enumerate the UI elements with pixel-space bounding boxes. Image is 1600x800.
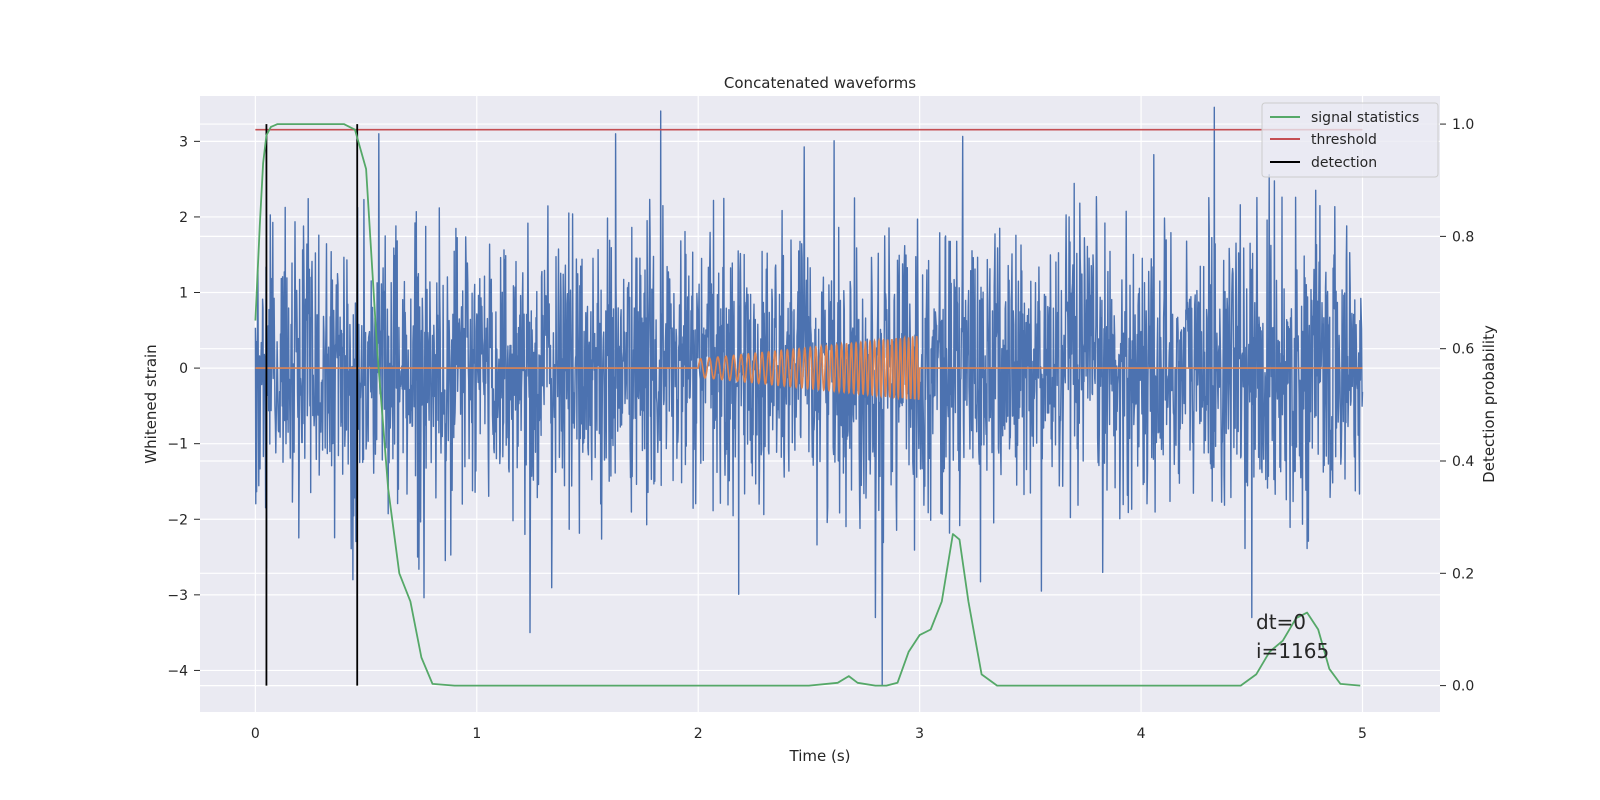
grid-lines [200, 96, 1440, 712]
y2-tick-label: 0.6 [1452, 342, 1474, 358]
x-tick-label: 0 [251, 726, 260, 742]
annotation-dt: dt=0 [1256, 610, 1306, 634]
y-tick-label: 1 [179, 286, 188, 302]
chart-title: Concatenated waveforms [724, 74, 916, 92]
y-tick-label: 2 [179, 210, 188, 226]
legend: signal statistics threshold detection [1261, 102, 1439, 178]
y2-tick-label: 0.0 [1452, 679, 1474, 695]
legend-label-detection: detection [1311, 155, 1377, 171]
y2-tick-label: 0.4 [1452, 454, 1474, 470]
y-tick-label: 0 [179, 361, 188, 377]
legend-box [1261, 102, 1439, 178]
annotation-index: i=1165 [1256, 639, 1329, 663]
y-tick-label: −3 [167, 588, 188, 604]
y2-axis-label: Detection probability [1480, 325, 1498, 483]
x-tick-label: 4 [1137, 726, 1146, 742]
y-tick-label: 3 [179, 134, 188, 150]
x-tick-label: 3 [915, 726, 924, 742]
y-tick-label: −1 [167, 437, 188, 453]
legend-label-threshold: threshold [1311, 132, 1377, 148]
annotations: dt=0 i=1165 [1256, 610, 1329, 663]
x-axis-label: Time (s) [789, 747, 851, 765]
x-tick-label: 5 [1358, 726, 1367, 742]
template-series-line [255, 335, 1363, 401]
y-tick-label: −2 [167, 512, 188, 528]
x-tick-label: 1 [472, 726, 481, 742]
y2-tick-label: 0.2 [1452, 566, 1474, 582]
plot-layer [254, 106, 1364, 687]
strain-series-line [254, 106, 1364, 687]
y2-tick-label: 0.8 [1452, 229, 1474, 245]
x-tick-label: 2 [694, 726, 703, 742]
y-axis-label: Whitened strain [142, 344, 160, 463]
y2-tick-label: 1.0 [1452, 117, 1474, 133]
legend-label-signal-statistics: signal statistics [1311, 110, 1419, 126]
y-tick-label: −4 [167, 663, 188, 679]
signal-statistics-line [254, 123, 1361, 687]
axis-ticks: 0 1 2 3 4 5 −4 −3 −2 −1 0 1 2 3 0.0 0.2 0.4 0.6 0.8 1.0 [167, 117, 1474, 742]
